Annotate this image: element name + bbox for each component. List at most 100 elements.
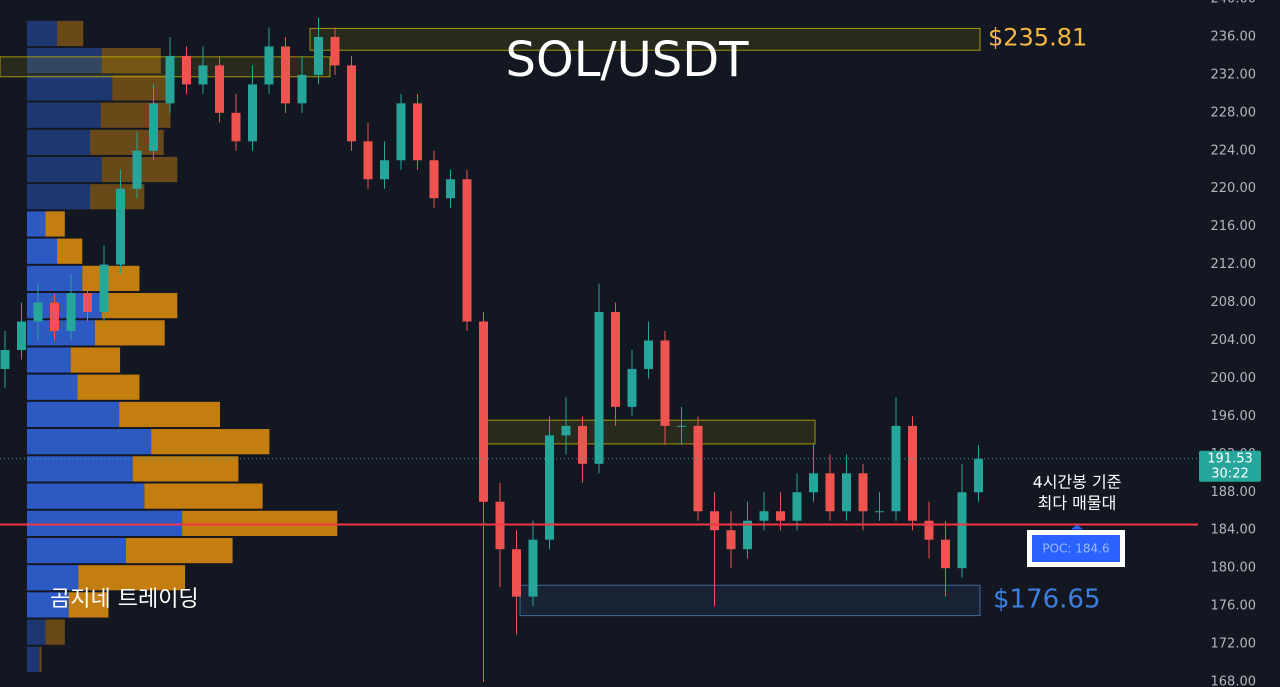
price-zone — [0, 56, 331, 78]
candle-body — [83, 293, 92, 313]
profile-sell-bar — [112, 75, 171, 101]
profile-buy-bar — [27, 211, 46, 237]
candle-body — [594, 312, 604, 464]
profile-sell-bar — [125, 537, 233, 564]
candle-body — [33, 302, 43, 322]
profile-sell-bar — [68, 592, 109, 618]
candle-body — [50, 302, 59, 332]
candle-body — [561, 425, 571, 436]
candle-body — [858, 473, 868, 512]
candle-body — [413, 103, 422, 161]
profile-buy-bar — [27, 102, 101, 128]
y-tick-label: 216.00 — [1211, 219, 1257, 234]
price-zone — [309, 27, 981, 51]
profile-sell-bar — [101, 293, 178, 319]
chart-title: SOL/USDT — [505, 32, 749, 88]
profile-sell-bar — [182, 510, 338, 536]
candle-body — [314, 36, 323, 75]
profile-buy-bar — [27, 537, 126, 564]
y-tick-label: 220.00 — [1211, 181, 1257, 196]
poc-box — [1032, 535, 1120, 562]
profile-sell-bar — [132, 456, 239, 482]
profile-sell-bar — [119, 401, 220, 428]
y-tick-label: 188.00 — [1211, 485, 1257, 500]
candle-body — [759, 511, 769, 521]
candle-body — [165, 55, 175, 104]
profile-buy-bar — [27, 347, 71, 373]
profile-buy-bar — [27, 374, 78, 400]
candle-body — [347, 65, 356, 142]
profile-sell-bar — [45, 619, 65, 645]
poc-note: 4시간봉 기준 — [1033, 473, 1122, 492]
profile-buy-bar — [27, 156, 102, 183]
candle-body — [809, 473, 818, 493]
profile-sell-bar — [39, 646, 42, 672]
candle-body — [611, 312, 620, 407]
y-tick-label: 184.00 — [1211, 523, 1257, 538]
candle-body — [941, 539, 950, 569]
candle-body — [528, 539, 538, 597]
y-tick-label: 232.00 — [1211, 67, 1257, 82]
poc-label: POC: 184.6 — [1042, 542, 1109, 556]
y-tick-label: 228.00 — [1211, 105, 1257, 120]
profile-sell-bar — [45, 211, 65, 237]
profile-buy-bar — [27, 320, 95, 346]
price-zone — [479, 419, 816, 445]
candle-body — [924, 520, 934, 540]
candle-body — [627, 368, 637, 407]
candle-body — [957, 492, 967, 569]
y-tick-label: 168.00 — [1211, 675, 1257, 687]
profile-buy-bar — [27, 592, 69, 618]
candle-body — [479, 321, 488, 502]
candle-body — [974, 458, 983, 493]
candle-body — [842, 473, 851, 512]
profile-buy-bar — [27, 129, 91, 155]
zone-price-label: $235.81 — [988, 24, 1087, 52]
y-tick-label: 176.00 — [1211, 599, 1257, 614]
y-tick-label: 172.00 — [1211, 637, 1257, 652]
profile-sell-bar — [70, 347, 121, 373]
candle-body — [429, 160, 439, 199]
y-tick-label: 212.00 — [1211, 257, 1257, 272]
candle-body — [231, 112, 241, 142]
profile-sell-bar — [94, 320, 165, 346]
y-tick-label: 204.00 — [1211, 333, 1257, 348]
last-price-box — [1199, 450, 1261, 482]
last-price-label: 191.53 — [1207, 451, 1253, 466]
candle-body — [825, 473, 835, 512]
candle-body — [891, 425, 901, 512]
candle-body — [677, 425, 686, 427]
profile-buy-bar — [27, 401, 120, 428]
profile-buy-bar — [27, 20, 58, 47]
profile-sell-bar — [151, 429, 270, 455]
profile-buy-bar — [27, 48, 102, 74]
candle-body — [776, 511, 785, 521]
candle-body — [248, 84, 257, 142]
candle-body — [215, 65, 224, 113]
candle-body — [66, 293, 76, 332]
candle-body — [264, 46, 274, 85]
profile-buy-bar — [27, 265, 83, 292]
y-tick-label: 236.00 — [1211, 29, 1257, 44]
y-tick-label: 240.00 — [1211, 0, 1257, 7]
candle-body — [545, 435, 554, 540]
profile-buy-bar — [27, 238, 58, 264]
candle-body — [380, 160, 389, 180]
candle-body — [297, 74, 307, 104]
candle-body — [578, 425, 587, 464]
price-zone — [519, 584, 981, 617]
candle-body — [446, 179, 455, 199]
candle-body — [512, 549, 521, 597]
profile-buy-bar — [27, 75, 113, 101]
candle-body — [281, 46, 290, 104]
candle-body — [908, 425, 917, 521]
candle-body — [363, 141, 373, 180]
y-tick-label: 200.00 — [1211, 371, 1257, 386]
candle-body — [149, 103, 158, 151]
poc-pointer — [1071, 524, 1083, 530]
candle-body — [99, 264, 109, 313]
profile-sell-bar — [57, 238, 83, 264]
candle-body — [396, 103, 406, 161]
